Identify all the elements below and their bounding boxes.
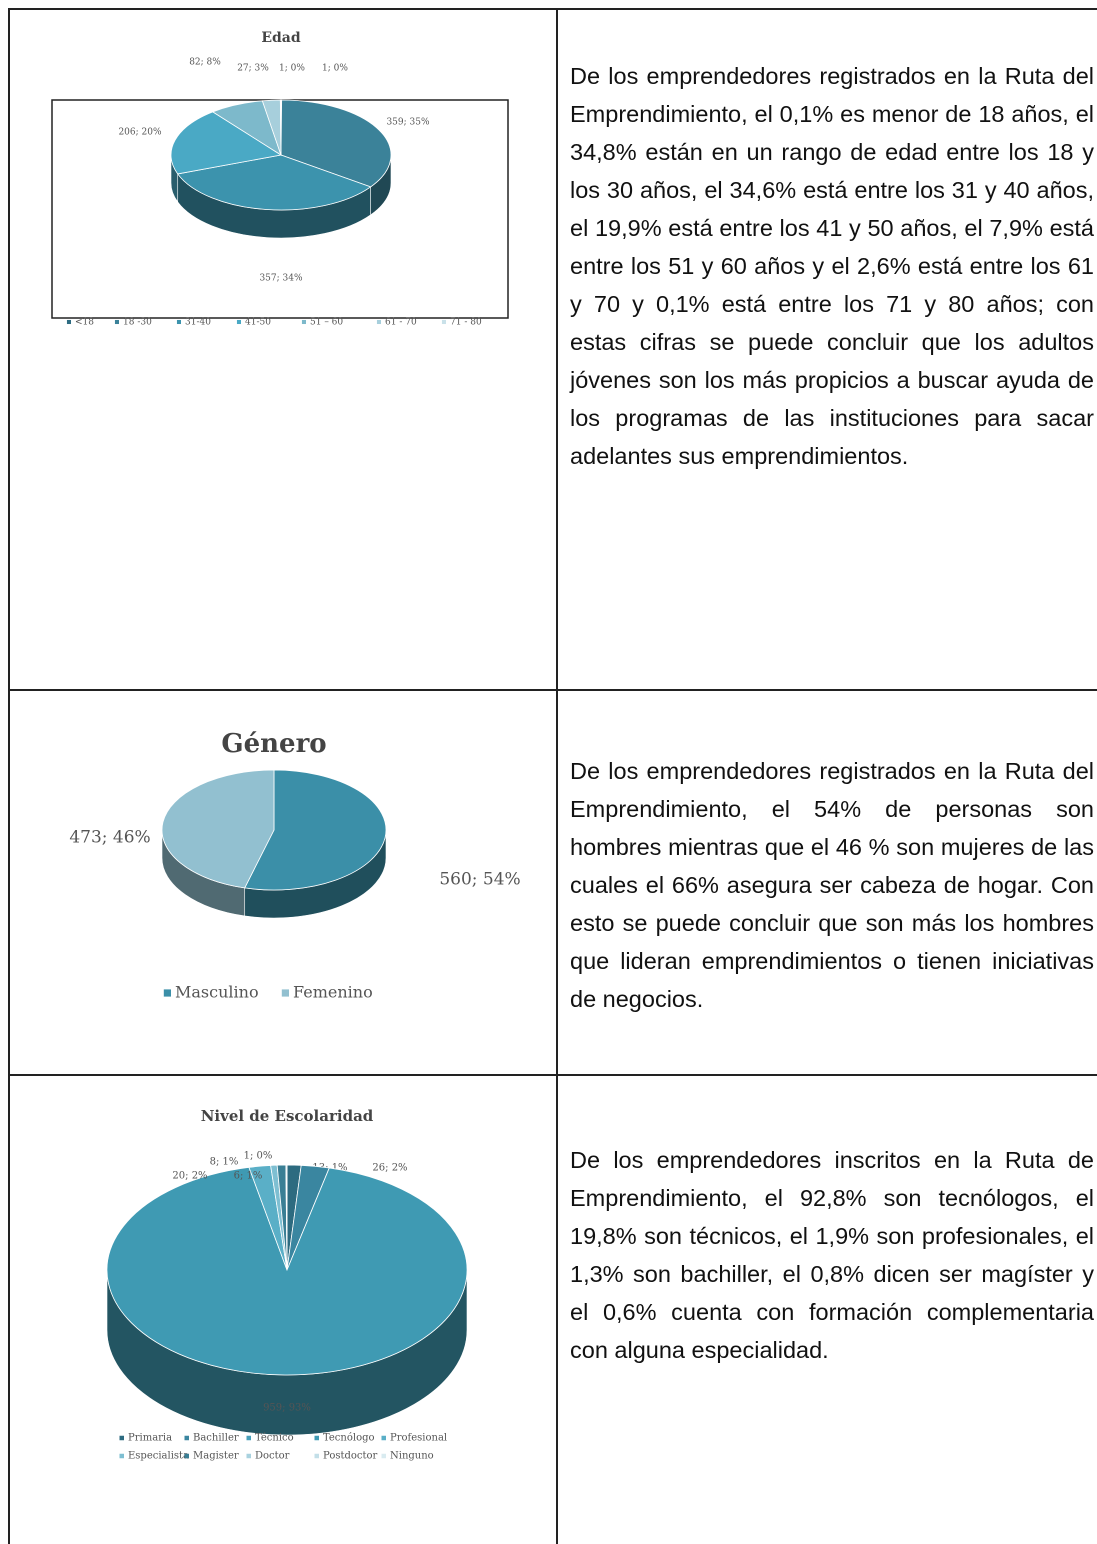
legend-label: 61 - 70 (385, 318, 417, 328)
legend-label: 51 – 60 (310, 318, 343, 328)
legend-swatch (281, 989, 289, 997)
legend-label: <18 (75, 318, 94, 328)
table-border (8, 689, 1097, 691)
legend-label: Profesional (390, 1433, 447, 1444)
legend-label: Femenino (293, 983, 373, 1002)
legend-swatch (114, 319, 119, 325)
paragraph: De los emprendedores registrados en la R… (570, 758, 1094, 1012)
chart-title: Género (221, 729, 326, 759)
charts: Edad 1; 0% 359; 35% 357; 34% 206; 20% 82; 8% 2… (51, 30, 521, 1462)
legend-swatch (163, 989, 171, 997)
data-label: 8; 1% (210, 1157, 239, 1168)
legend-swatch (184, 1453, 189, 1459)
legend-label: Ninguno (390, 1451, 434, 1462)
paragraph: De los emprendedores registrados en la R… (570, 63, 1094, 469)
data-label: 1; 0% (244, 1151, 273, 1162)
legend-label: Especialista (128, 1451, 189, 1462)
pie-slice (106, 1166, 468, 1376)
data-label: 6; 1% (234, 1171, 263, 1182)
legend-label: 71 - 80 (450, 318, 482, 328)
legend-swatch (441, 319, 446, 325)
pie-slice (170, 111, 283, 175)
legend-swatch (246, 1453, 251, 1459)
chart-title: Nivel de Escolaridad (201, 1107, 374, 1125)
legend-swatch (184, 1435, 189, 1441)
legend-label: Postdoctor (323, 1451, 378, 1462)
legend-swatch (376, 319, 381, 325)
data-label: 959; 93% (263, 1403, 311, 1414)
pie-slice (177, 154, 372, 211)
legend-swatch (66, 319, 71, 325)
paragraph: De los emprendedores inscritos en la Rut… (570, 1147, 1094, 1363)
legend-swatch (119, 1453, 124, 1459)
legend-label: Tecnólogo (323, 1433, 375, 1444)
table-border (8, 8, 10, 1544)
pie-slice (244, 769, 387, 891)
pie-slice (161, 769, 275, 889)
chart-title: Edad (261, 30, 301, 46)
legend-label: Técnico (255, 1433, 294, 1444)
data-label: 560; 54% (439, 870, 520, 890)
data-label: 1; 0% (279, 64, 305, 74)
legend-swatch (236, 319, 241, 325)
data-label: 27; 3% (237, 64, 269, 74)
legend-swatch (314, 1435, 319, 1441)
legend-swatch (314, 1453, 319, 1459)
pie-slice (280, 99, 392, 188)
legend-label: 18 -30 (123, 318, 152, 328)
table-border (556, 8, 558, 1544)
data-label: 1; 0% (322, 64, 348, 74)
legend-label: Doctor (255, 1451, 290, 1462)
legend-swatch (176, 319, 181, 325)
data-label: 473; 46% (69, 828, 150, 848)
data-label: 26; 2% (372, 1163, 407, 1174)
legend-swatch (381, 1435, 386, 1441)
legend-swatch (301, 319, 306, 325)
data-label: 20; 2% (172, 1171, 207, 1182)
legend-label: 31-40 (185, 318, 211, 328)
legend-label: 41-50 (245, 318, 271, 328)
legend-swatch (381, 1453, 386, 1459)
data-label: 359; 35% (386, 118, 430, 128)
data-label: 206; 20% (118, 128, 162, 138)
legend-swatch (119, 1435, 124, 1441)
legend-label: Masculino (175, 983, 259, 1002)
legend-swatch (246, 1435, 251, 1441)
legend-label: Magister (193, 1451, 239, 1462)
table-border (8, 1074, 1097, 1076)
legend-label: Primaria (128, 1433, 172, 1444)
table-border (8, 8, 1097, 10)
data-label: 357; 34% (259, 274, 303, 284)
legend-label: Bachiller (193, 1433, 239, 1444)
data-label: 82; 8% (189, 58, 221, 68)
pie-slice (279, 99, 282, 156)
